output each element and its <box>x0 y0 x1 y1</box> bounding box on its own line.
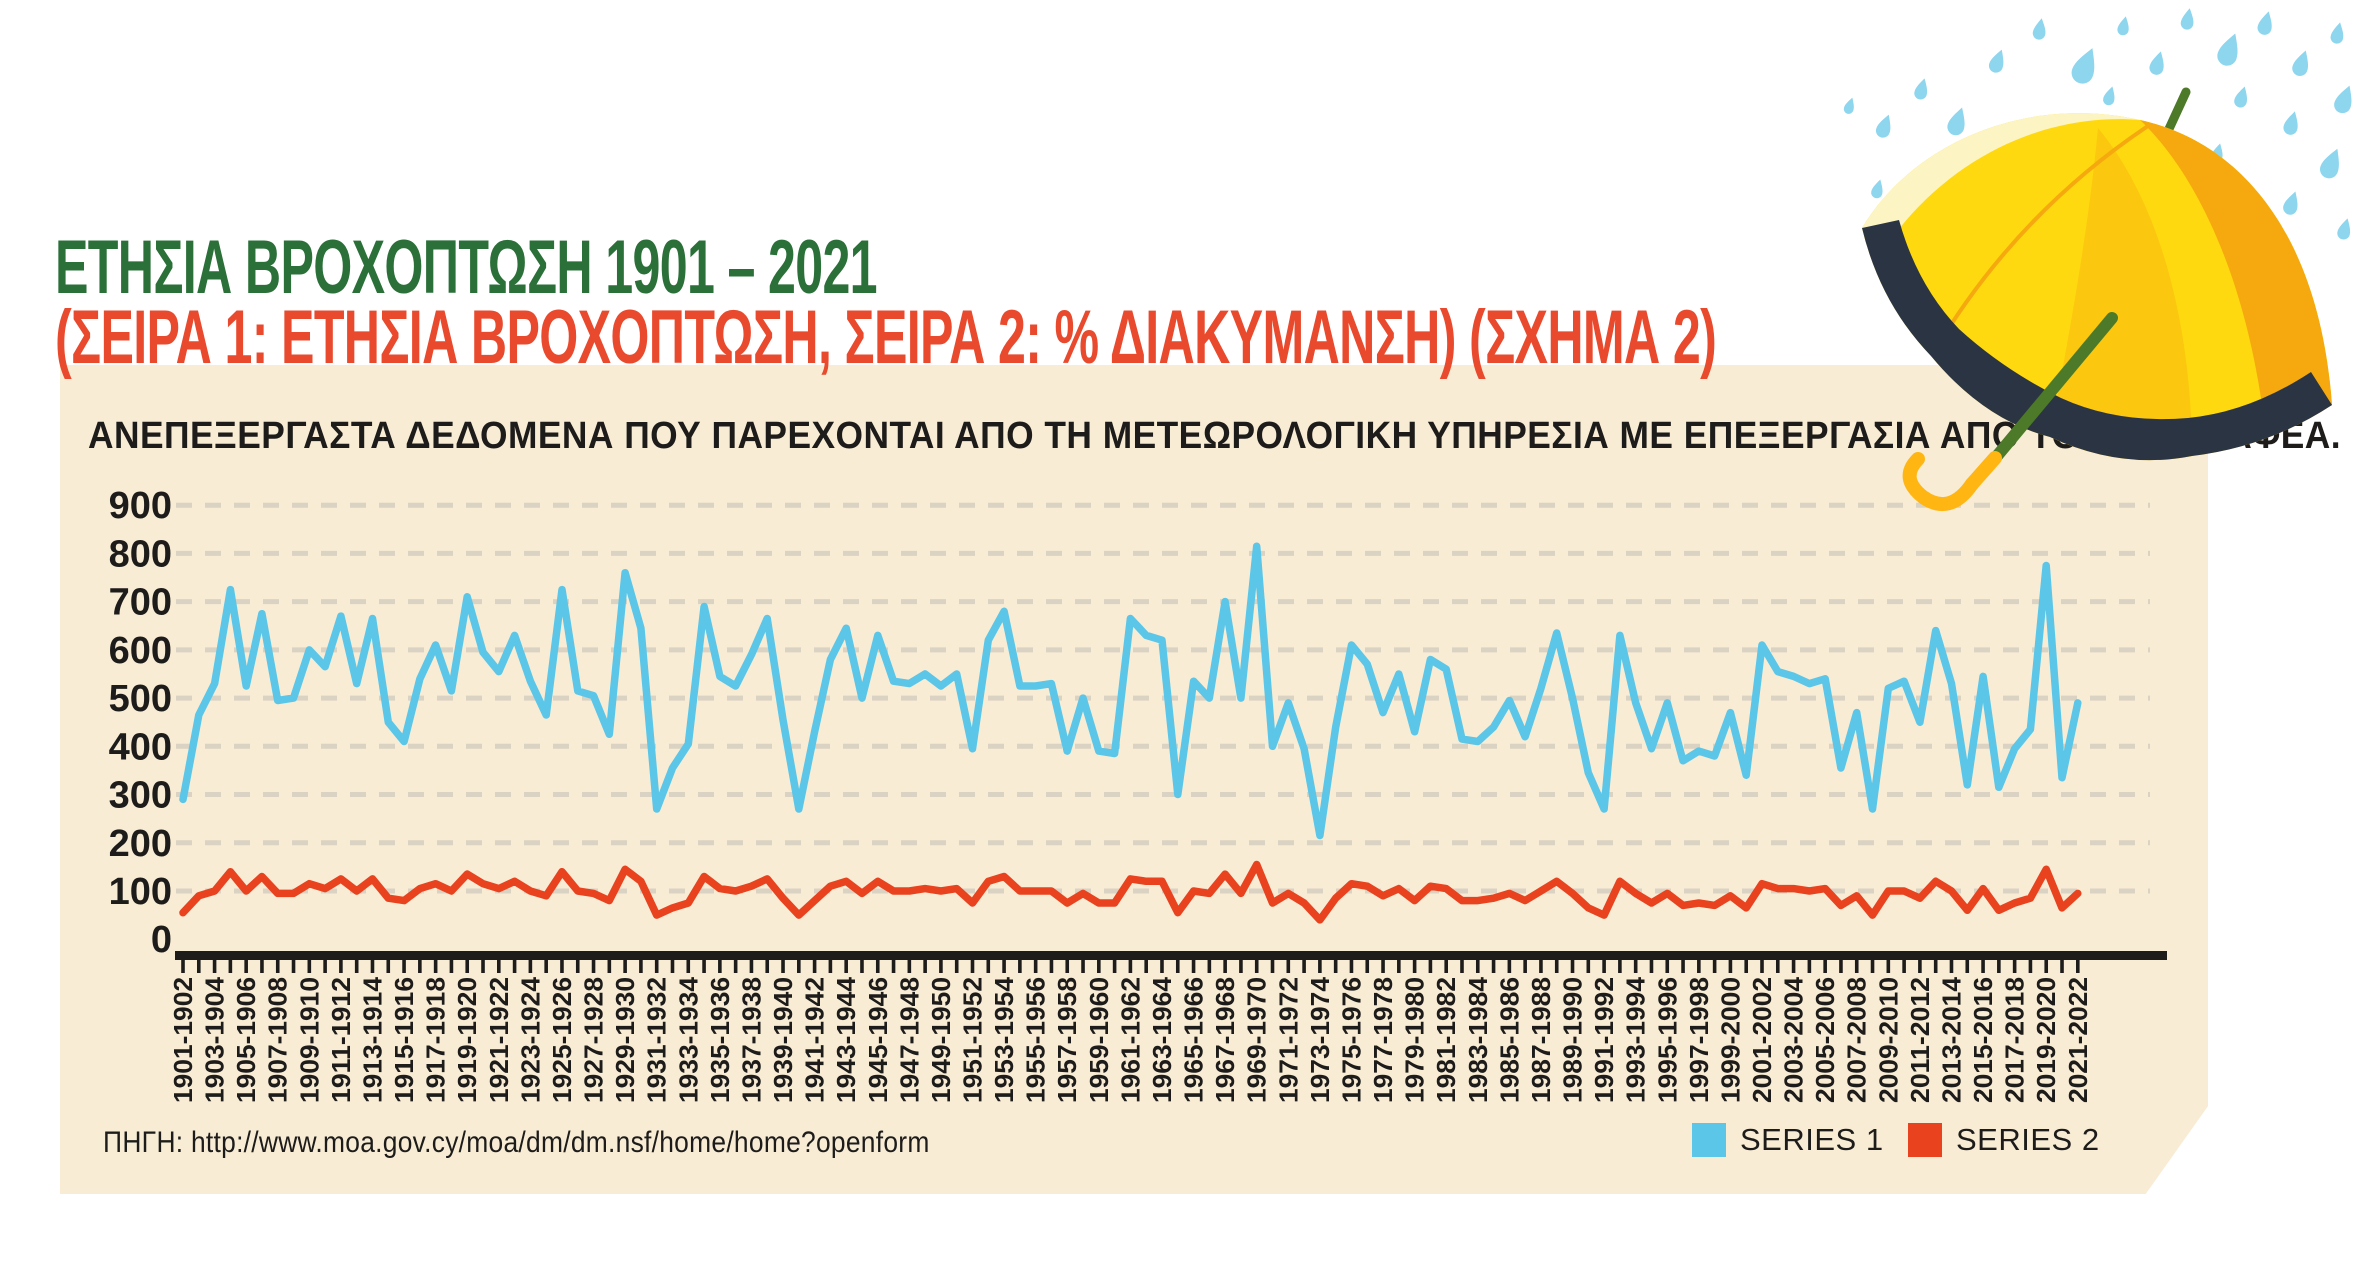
raindrop-icon <box>2217 33 2238 66</box>
raindrop-icon <box>2117 16 2129 36</box>
raindrop-icon <box>2283 191 2298 215</box>
series-2-label: SERIES 2 <box>1956 1122 2100 1157</box>
rain-drops <box>1843 8 2352 240</box>
raindrop-icon <box>1843 97 1854 114</box>
raindrop-icon <box>2032 18 2046 40</box>
raindrop-icon <box>2103 86 2115 106</box>
raindrop-icon <box>1988 49 2004 73</box>
raindrop-icon <box>2149 51 2164 75</box>
raindrop-icon <box>1875 114 1891 138</box>
raindrop-icon <box>2337 218 2351 240</box>
raindrop-icon <box>2257 11 2272 35</box>
raindrop-icon <box>2283 111 2298 135</box>
raindrop-icon <box>2234 86 2248 108</box>
chart-panel <box>60 365 2208 1194</box>
raindrop-icon <box>1871 179 1883 199</box>
raindrop-icon <box>2292 50 2309 76</box>
source-url: ΠΗΓΗ: http://www.moa.gov.cy/moa/dm/dm.ns… <box>103 1126 930 1159</box>
raindrop-icon <box>2320 148 2339 179</box>
raindrop-icon <box>1914 78 1928 100</box>
legend-item-series-1: SERIES 1 <box>1692 1122 1884 1158</box>
page-subtitle-text: (ΣΕΙΡΑ 1: ΕΤΗΣΙΑ ΒΡΟΧΟΠΤΩΣΗ, ΣΕΙΡΑ 2: % … <box>55 295 1717 380</box>
raindrop-icon <box>2180 8 2194 30</box>
page-subtitle: (ΣΕΙΡΑ 1: ΕΤΗΣΙΑ ΒΡΟΧΟΠΤΩΣΗ, ΣΕΙΡΑ 2: % … <box>55 295 2356 380</box>
series-2-swatch <box>1908 1123 1942 1157</box>
raindrop-icon <box>2334 85 2352 114</box>
raindrop-icon <box>2330 22 2344 44</box>
raindrop-icon <box>2071 48 2095 84</box>
raindrop-icon <box>2053 117 2068 141</box>
legend-item-series-2: SERIES 2 <box>1908 1122 2100 1158</box>
data-note: ΑΝΕΠΕΞΕΡΓΑΣΤΑ ΔΕΔΟΜΕΝΑ ΠΟΥ ΠΑΡΕΧΟΝΤΑΙ ΑΠ… <box>88 415 2342 457</box>
series-1-label: SERIES 1 <box>1740 1122 1884 1157</box>
page-title: ΕΤΗΣΙΑ ΒΡΟΧΟΠΤΩΣΗ 1901 – 2021 <box>55 225 1300 310</box>
page-title-text: ΕΤΗΣΙΑ ΒΡΟΧΟΠΤΩΣΗ 1901 – 2021 <box>55 225 878 310</box>
raindrop-icon <box>2211 143 2223 163</box>
series-1-swatch <box>1692 1123 1726 1157</box>
raindrop-icon <box>1947 107 1965 136</box>
